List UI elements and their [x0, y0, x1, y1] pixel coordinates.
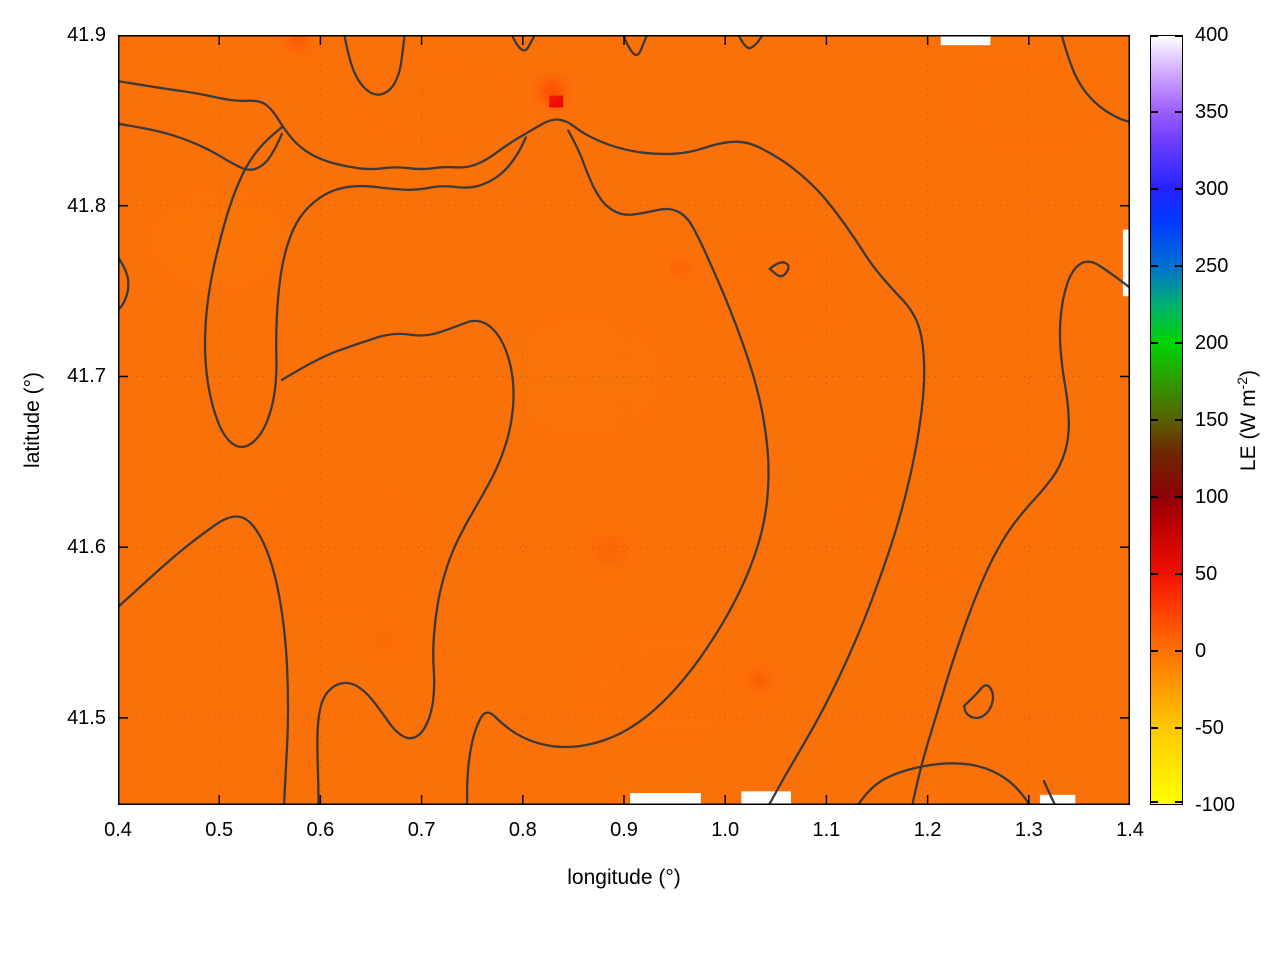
x-tick-label: 0.7 — [407, 819, 436, 841]
x-tick-label: 0.5 — [205, 819, 234, 841]
colorbar-tick — [1175, 419, 1182, 421]
colorbar-tick — [1175, 650, 1182, 652]
heatmap-canvas — [118, 35, 1130, 805]
x-tick-label: 0.6 — [306, 819, 335, 841]
colorbar-tick-label: -50 — [1195, 717, 1224, 739]
colorbar-label-post: ) — [1237, 369, 1261, 377]
x-axis-label: longitude (°) — [567, 866, 681, 889]
y-tick-label: 41.5 — [67, 706, 106, 729]
colorbar-tick — [1151, 727, 1158, 729]
plot-border — [118, 35, 1130, 805]
colorbar-tick — [1151, 35, 1158, 37]
colorbar-tick — [1151, 419, 1158, 421]
colorbar-tick — [1151, 801, 1158, 803]
x-tick-label: 0.4 — [104, 819, 132, 841]
colorbar-tick — [1175, 801, 1182, 803]
hotspots — [288, 35, 768, 690]
y-tick-label: 41.8 — [67, 194, 106, 217]
colorbar-tick — [1175, 496, 1182, 498]
colorbar-tick-label: 300 — [1195, 178, 1229, 200]
y-tick-label: 41.9 — [67, 24, 106, 46]
x-tick-label: 1.3 — [1014, 819, 1043, 841]
x-tick-label: 0.9 — [610, 819, 638, 841]
colorbar-tick — [1151, 265, 1158, 267]
colorbar-tick — [1175, 342, 1182, 344]
colorbar-tick — [1151, 496, 1158, 498]
colorbar-tick — [1151, 573, 1158, 575]
x-tick-label: 1.2 — [913, 819, 942, 841]
colorbar-tick-label: 250 — [1195, 255, 1229, 277]
colorbar-tick-label: 0 — [1195, 640, 1207, 662]
colorbar-tick — [1151, 650, 1158, 652]
x-tick-label: 0.8 — [508, 819, 537, 841]
field-texture — [159, 68, 1099, 729]
y-axis-label: latitude (°) — [12, 35, 54, 805]
colorbar-tick — [1175, 727, 1182, 729]
colorbar-tick — [1175, 188, 1182, 190]
colorbar-tick-label: -100 — [1195, 794, 1236, 816]
x-tick-label: 1.0 — [711, 819, 740, 841]
x-tick-label: 1.4 — [1116, 819, 1144, 841]
colorbar-tick — [1175, 265, 1182, 267]
colorbar-tick — [1151, 188, 1158, 190]
colorbar-tick-label: 200 — [1195, 332, 1229, 354]
axis-ticks — [118, 35, 1130, 805]
colorbar-tick — [1175, 573, 1182, 575]
colorbar-tick-label: 150 — [1195, 409, 1229, 431]
colorbar-tick — [1151, 342, 1158, 344]
colorbar-tick — [1175, 35, 1182, 37]
contour-lines — [118, 35, 1130, 805]
missing-data — [630, 35, 1130, 805]
y-tick-label: 41.7 — [67, 365, 106, 388]
colorbar-tick — [1151, 111, 1158, 113]
x-tick-label: 1.1 — [812, 819, 841, 841]
colorbar-tick-label: 400 — [1195, 24, 1229, 46]
colorbar-tick-label: 350 — [1195, 101, 1229, 123]
colorbar-label-superscript: -2 — [1234, 376, 1251, 389]
colorbar-tick-label: 100 — [1195, 486, 1229, 508]
heatmap-plot — [118, 35, 1130, 805]
colorbar-tick-label: 50 — [1195, 563, 1218, 585]
y-tick-label: 41.6 — [67, 536, 106, 559]
colorbar-tick — [1175, 111, 1182, 113]
